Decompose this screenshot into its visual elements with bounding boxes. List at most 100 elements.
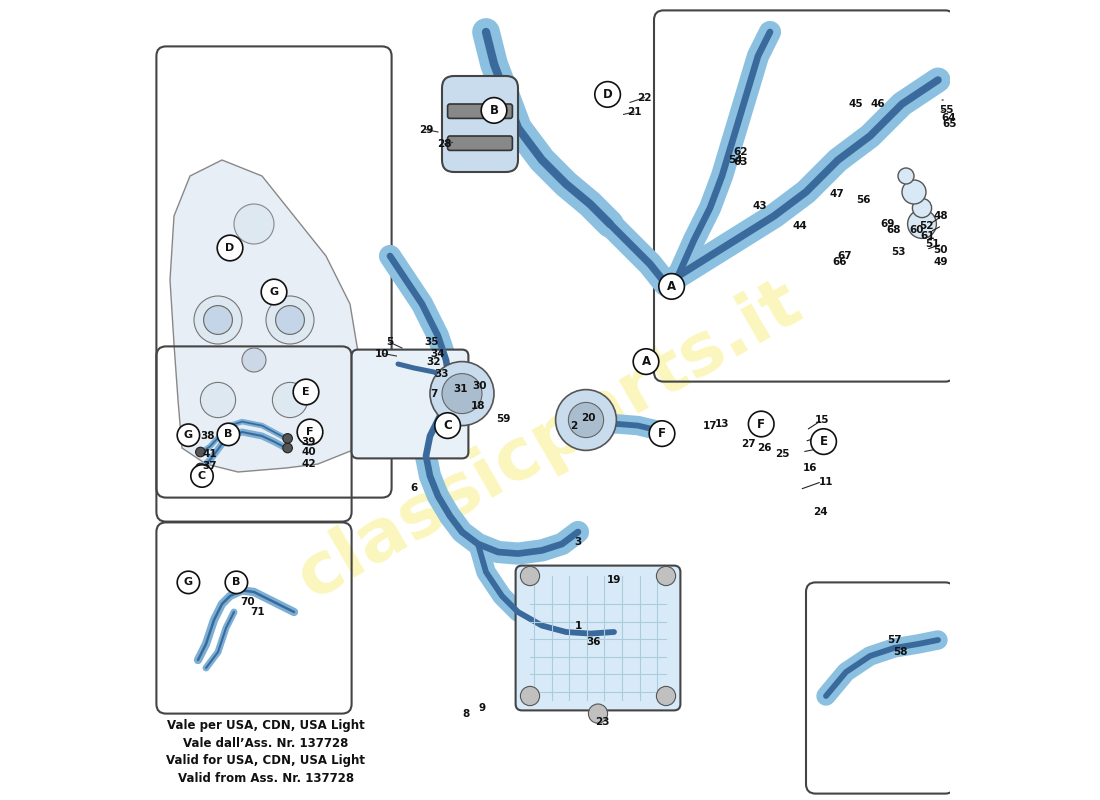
Text: 20: 20	[581, 413, 596, 422]
Circle shape	[283, 434, 293, 443]
Circle shape	[196, 447, 206, 457]
Circle shape	[908, 210, 936, 238]
Text: E: E	[820, 435, 827, 448]
Text: 68: 68	[887, 226, 901, 235]
Text: 70: 70	[240, 597, 255, 606]
Circle shape	[234, 204, 274, 244]
Text: A: A	[641, 355, 650, 368]
Circle shape	[657, 686, 675, 706]
Circle shape	[588, 704, 607, 723]
FancyBboxPatch shape	[448, 136, 513, 150]
Text: 49: 49	[933, 258, 947, 267]
Text: 55: 55	[938, 106, 954, 115]
Text: 4: 4	[610, 95, 618, 105]
Circle shape	[294, 379, 319, 405]
Text: 22: 22	[637, 93, 651, 102]
Text: 52: 52	[918, 221, 933, 230]
Text: Valid from Ass. Nr. 137728: Valid from Ass. Nr. 137728	[178, 772, 354, 785]
Text: Vale dall’Ass. Nr. 137728: Vale dall’Ass. Nr. 137728	[184, 737, 349, 750]
Circle shape	[659, 274, 684, 299]
Text: 12: 12	[815, 443, 829, 453]
Circle shape	[520, 566, 540, 586]
FancyBboxPatch shape	[352, 350, 469, 458]
Circle shape	[297, 419, 322, 445]
Circle shape	[634, 349, 659, 374]
Circle shape	[520, 686, 540, 706]
Text: 3: 3	[574, 538, 582, 547]
Text: G: G	[184, 430, 192, 440]
Circle shape	[649, 421, 674, 446]
Text: C: C	[443, 419, 452, 432]
Text: 38: 38	[200, 431, 214, 441]
Circle shape	[481, 98, 507, 123]
Text: 67: 67	[837, 251, 851, 261]
Circle shape	[273, 382, 308, 418]
Text: 9: 9	[478, 703, 485, 713]
Text: 27: 27	[741, 439, 756, 449]
Text: B: B	[224, 430, 232, 439]
Text: 17: 17	[703, 421, 717, 430]
Text: 16: 16	[803, 463, 817, 473]
Text: 31: 31	[453, 384, 468, 394]
Text: G: G	[184, 578, 192, 587]
Text: F: F	[658, 427, 666, 440]
Text: 43: 43	[752, 202, 767, 211]
Text: classicparts.it: classicparts.it	[286, 267, 814, 613]
Circle shape	[748, 411, 774, 437]
Circle shape	[261, 279, 287, 305]
Text: Valid for USA, CDN, USA Light: Valid for USA, CDN, USA Light	[166, 754, 365, 767]
Text: E: E	[302, 387, 310, 397]
Text: 1: 1	[574, 621, 582, 630]
Text: 54: 54	[728, 155, 743, 165]
Circle shape	[217, 235, 243, 261]
Circle shape	[556, 390, 616, 450]
Text: 34: 34	[431, 349, 446, 358]
Text: 13: 13	[715, 419, 729, 429]
Text: F: F	[757, 418, 766, 430]
Text: B: B	[490, 104, 498, 117]
Text: 42: 42	[301, 459, 316, 469]
Circle shape	[177, 424, 199, 446]
Text: 62: 62	[733, 147, 748, 157]
FancyBboxPatch shape	[442, 76, 518, 172]
Text: 57: 57	[887, 635, 901, 645]
Circle shape	[200, 382, 235, 418]
Text: 36: 36	[586, 637, 602, 646]
Text: 28: 28	[437, 139, 452, 149]
Circle shape	[190, 465, 213, 487]
Text: 6: 6	[410, 483, 418, 493]
Circle shape	[242, 348, 266, 372]
Circle shape	[226, 571, 248, 594]
Text: 29: 29	[419, 125, 433, 134]
Circle shape	[912, 198, 932, 218]
Text: 63: 63	[733, 157, 748, 166]
FancyBboxPatch shape	[448, 104, 513, 118]
Polygon shape	[170, 160, 366, 472]
Text: 30: 30	[472, 381, 487, 390]
Text: D: D	[603, 88, 613, 101]
Text: 66: 66	[833, 258, 847, 267]
Text: Vale per USA, CDN, USA Light: Vale per USA, CDN, USA Light	[167, 719, 365, 732]
Text: 15: 15	[815, 415, 829, 425]
Text: 8: 8	[462, 709, 470, 718]
Text: F: F	[306, 427, 313, 437]
Text: 2: 2	[571, 421, 578, 430]
Circle shape	[811, 429, 836, 454]
Text: 33: 33	[434, 370, 449, 379]
Circle shape	[442, 374, 482, 414]
Text: 14: 14	[815, 431, 829, 441]
Text: G: G	[270, 287, 278, 297]
Text: 71: 71	[251, 607, 265, 617]
Text: 59: 59	[496, 414, 510, 424]
Text: 69: 69	[880, 219, 894, 229]
Text: B: B	[232, 578, 241, 587]
Circle shape	[217, 423, 240, 446]
Text: 58: 58	[893, 647, 907, 657]
Text: 47: 47	[829, 189, 844, 198]
Circle shape	[194, 296, 242, 344]
Circle shape	[898, 168, 914, 184]
Circle shape	[657, 566, 675, 586]
Text: C: C	[198, 471, 206, 481]
Text: 35: 35	[425, 338, 439, 347]
Text: 61: 61	[921, 231, 935, 241]
